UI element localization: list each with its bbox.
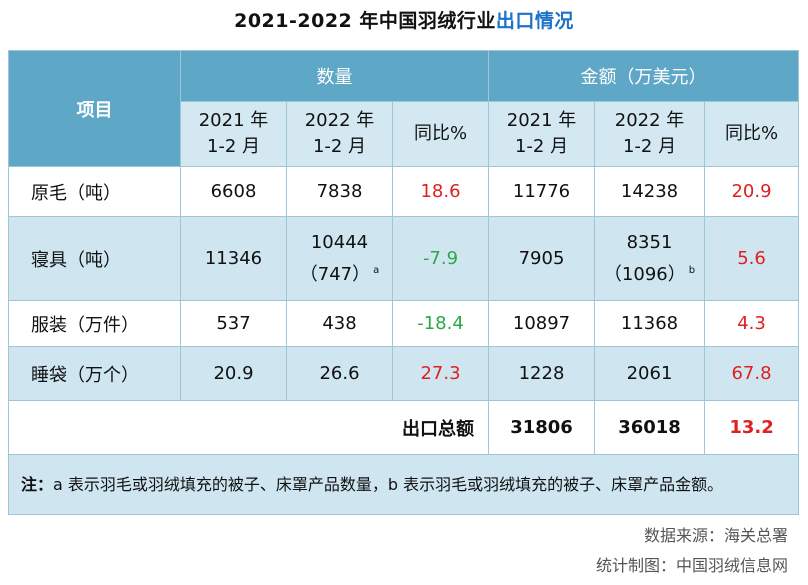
header-amount: 金额（万美元） <box>488 50 800 102</box>
data-source: 数据来源：海关总署 <box>643 526 788 545</box>
chart-credit: 统计制图：中国羽绒信息网 <box>595 556 788 575</box>
cell-q2022: 438 <box>286 300 393 347</box>
title-highlight: 出口情况 <box>495 10 574 32</box>
table-row: 原毛（吨） 6608 7838 18.6 11776 14238 20.9 <box>8 166 800 217</box>
header-q-2021: 2021 年 1-2 月 <box>180 101 287 167</box>
total-ayoy: 13.2 <box>704 400 800 455</box>
header-item: 项目 <box>8 50 181 167</box>
cell-a2022: 14238 <box>594 166 706 217</box>
table-row: 服装（万件） 537 438 -18.4 10897 11368 4.3 <box>8 300 800 347</box>
cell-q2022: 26.6 <box>286 346 393 401</box>
note-row: 注：a 表示羽毛或羽绒填充的被子、床罩产品数量，b 表示羽毛或羽绒填充的被子、床… <box>7 454 800 515</box>
row-name: 睡袋（万个） <box>8 346 181 401</box>
export-table: 项目 数量 金额（万美元） 2021 年 1-2 月 2022 年 1-2 月 同比… <box>7 50 800 515</box>
header-q-2022: 2022 年 1-2 月 <box>286 101 393 167</box>
footnote-mark-a: a <box>373 264 380 276</box>
title-main: 2021-2022 年中国羽绒行业 <box>234 10 496 32</box>
cell-qyoy: 27.3 <box>391 346 490 401</box>
cell-q2022: 10444 （747） a <box>286 216 393 301</box>
table-row: 睡袋（万个） 20.9 26.6 27.3 1228 2061 67.8 <box>8 346 800 401</box>
total-row: 出口总额 31806 36018 13.2 <box>7 400 800 455</box>
cell-q2022-sub: （747） <box>299 263 371 285</box>
cell-a2022: 11368 <box>594 300 706 347</box>
cell-a2021: 11776 <box>488 166 596 217</box>
cell-a2021: 1228 <box>488 346 596 401</box>
cell-q2021: 6608 <box>180 166 287 217</box>
cell-a2021: 7905 <box>488 216 596 301</box>
row-name: 原毛（吨） <box>8 166 181 217</box>
header-a-2022: 2022 年 1-2 月 <box>594 101 706 167</box>
total-label: 出口总额 <box>7 400 490 455</box>
table-row: 寝具（吨） 11346 10444 （747） a -7.9 7905 8351 … <box>8 216 800 301</box>
cell-q2021: 20.9 <box>180 346 287 401</box>
cell-a2022: 2061 <box>594 346 706 401</box>
header-row-1: 项目 数量 金额（万美元） <box>8 50 800 167</box>
header-quantity: 数量 <box>179 50 490 102</box>
row-name: 寝具（吨） <box>8 216 181 301</box>
cell-q2022: 7838 <box>286 166 393 217</box>
header-q-yoy: 同比% <box>391 101 490 167</box>
cell-ayoy: 20.9 <box>704 166 800 217</box>
cell-a2022-main: 8351 <box>626 231 673 253</box>
cell-q2022-main: 10444 <box>310 231 369 253</box>
cell-qyoy: 18.6 <box>391 166 490 217</box>
row-name: 服装（万件） <box>8 300 181 347</box>
cell-a2022-sub: （1096） <box>603 263 686 285</box>
note: 注：a 表示羽毛或羽绒填充的被子、床罩产品数量，b 表示羽毛或羽绒填充的被子、床… <box>7 454 800 515</box>
cell-qyoy: -7.9 <box>391 216 490 301</box>
note-prefix: 注： <box>21 474 54 494</box>
cell-ayoy: 4.3 <box>704 300 800 347</box>
cell-a2022: 8351 （1096） b <box>594 216 706 301</box>
cell-a2021: 10897 <box>488 300 596 347</box>
cell-ayoy: 67.8 <box>704 346 800 401</box>
page-title: 2021-2022 年中国羽绒行业出口情况 <box>0 6 808 33</box>
cell-q2021: 537 <box>180 300 287 347</box>
cell-qyoy: -18.4 <box>391 300 490 347</box>
header-a-2021: 2021 年 1-2 月 <box>488 101 596 167</box>
cell-ayoy: 5.6 <box>704 216 800 301</box>
total-a2022: 36018 <box>594 400 706 455</box>
cell-q2021: 11346 <box>180 216 287 301</box>
header-a-yoy: 同比% <box>704 101 800 167</box>
note-text: a 表示羽毛或羽绒填充的被子、床罩产品数量，b 表示羽毛或羽绒填充的被子、床罩产… <box>53 474 724 494</box>
footnote-mark-b: b <box>688 264 696 276</box>
header-row-2: 2021 年 1-2 月 2022 年 1-2 月 同比% 2021 年 1-2 月 … <box>9 101 800 167</box>
total-a2021: 31806 <box>488 400 596 455</box>
